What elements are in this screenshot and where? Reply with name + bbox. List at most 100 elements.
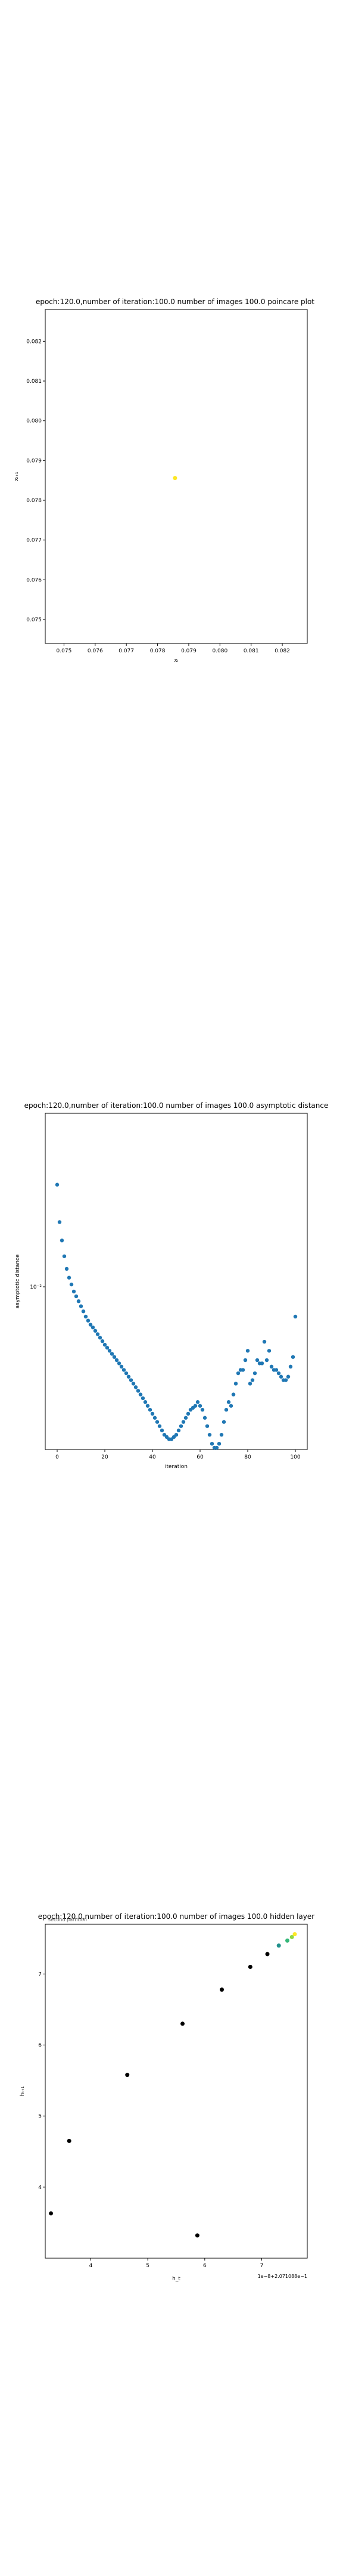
chart2-point: [76, 1299, 81, 1304]
chart2-point: [202, 1416, 207, 1420]
chart2-point: [93, 1329, 98, 1333]
chart2-point: [95, 1332, 100, 1336]
chart2-x-ticks: 0 20 40 60 80 100: [55, 1450, 301, 1460]
chart1-x-ticks: 0.075 0.076 0.077 0.078 0.079 0.080 0.081 0.082: [57, 643, 290, 654]
chart1-y-tick-label: 0.078: [26, 498, 42, 504]
chart2-point: [131, 1382, 136, 1386]
chart2-point: [117, 1361, 121, 1366]
chart2-point: [286, 1374, 291, 1379]
chart2-point: [88, 1323, 93, 1327]
chart2-point: [174, 1432, 179, 1437]
chart1-x-tick-label: 0.080: [212, 648, 227, 654]
chart2-point: [200, 1408, 205, 1412]
chart2-point: [107, 1349, 112, 1353]
chart2-point: [231, 1392, 236, 1397]
chart2-point: [129, 1378, 133, 1382]
chart1-x-tick-label: 0.082: [275, 648, 290, 654]
asymptotic-distance-chart: epoch:120.0,number of iteration:100.0 nu…: [15, 1101, 329, 1470]
chart3-point: [285, 1938, 290, 1943]
chart2-point: [210, 1441, 214, 1446]
chart2-point: [141, 1396, 145, 1401]
chart2-point: [100, 1339, 105, 1343]
chart2-point: [279, 1374, 283, 1379]
chart3-point: [220, 1987, 224, 1992]
chart1-title: epoch:120.0,number of iteration:100.0 nu…: [36, 298, 314, 306]
chart3-x-tick-label: 6: [203, 2263, 207, 2269]
chart2-x-tick-label: 80: [244, 1454, 251, 1460]
chart1-y-tick-label: 0.077: [26, 538, 42, 544]
chart2-point: [269, 1364, 274, 1369]
chart2-point: [245, 1349, 250, 1353]
chart2-point: [229, 1404, 233, 1408]
chart3-y-tick-label: 5: [38, 2114, 42, 2120]
chart1-plot-area: [45, 309, 308, 644]
chart2-point: [112, 1355, 117, 1359]
chart3-point: [67, 2138, 71, 2143]
chart2-point: [150, 1411, 155, 1416]
chart2-point: [255, 1358, 260, 1363]
chart2-point: [291, 1355, 295, 1359]
chart2-point: [195, 1400, 200, 1404]
chart2-point: [233, 1382, 238, 1386]
chart2-x-tick-label: 60: [197, 1454, 204, 1460]
chart2-point: [83, 1314, 88, 1319]
chart2-point: [222, 1420, 226, 1424]
chart1-xlabel: xᵢ: [174, 658, 179, 664]
chart2-point: [243, 1358, 248, 1363]
chart3-point: [180, 2021, 185, 2026]
chart2-point: [98, 1336, 102, 1340]
chart2-point: [276, 1371, 281, 1376]
hidden-layer-chart: epoch:120.0,number of iteration:100.0 nu…: [20, 1912, 314, 2282]
chart2-x-tick-label: 0: [55, 1454, 59, 1460]
chart2-point: [114, 1358, 119, 1363]
chart2-point: [274, 1368, 279, 1372]
chart2-point: [179, 1424, 183, 1428]
chart3-point: [248, 1964, 252, 1969]
chart2-point: [57, 1220, 62, 1224]
chart2-point: [219, 1432, 224, 1437]
chart2-point: [105, 1345, 110, 1350]
chart2-x-tick-label: 100: [290, 1454, 300, 1460]
chart3-x-ticks: 4 5 6 7: [89, 2258, 263, 2269]
chart2-point: [164, 1435, 169, 1439]
chart2-point: [91, 1325, 95, 1330]
chart3-point: [195, 2233, 199, 2238]
chart3-legend-text: Second partition: [48, 1917, 87, 1922]
chart2-point: [119, 1364, 124, 1369]
chart1-y-ticks: 0.075 0.076 0.077 0.078 0.079 0.080 0.081 0.082: [26, 339, 45, 623]
chart2-point: [176, 1428, 181, 1433]
chart2-point: [69, 1282, 74, 1287]
chart2-point: [267, 1349, 272, 1353]
chart2-point: [71, 1289, 76, 1294]
chart2-point: [205, 1424, 210, 1428]
chart1-x-tick-label: 0.077: [119, 648, 134, 654]
chart2-point: [226, 1400, 231, 1404]
chart2-point: [264, 1358, 269, 1363]
chart1-x-tick-label: 0.081: [244, 648, 259, 654]
chart2-point: [152, 1416, 157, 1420]
chart3-xlabel: h_t: [172, 2276, 180, 2282]
chart2-ylabel: asymptotic distance: [15, 1254, 21, 1308]
chart2-point: [236, 1371, 241, 1376]
chart2-point: [224, 1408, 229, 1412]
chart2-point: [241, 1368, 245, 1372]
chart2-point: [252, 1371, 257, 1376]
chart1-point: [173, 476, 177, 481]
chart2-point: [288, 1364, 293, 1369]
chart2-xlabel: iteration: [165, 1464, 188, 1470]
chart2-x-tick-label: 20: [101, 1454, 108, 1460]
chart1-x-tick-label: 0.078: [150, 648, 166, 654]
chart1-y-tick-label: 0.075: [26, 617, 42, 623]
poincare-chart: epoch:120.0,number of iteration:100.0 nu…: [14, 298, 314, 664]
chart2-point: [143, 1400, 148, 1404]
chart3-ylabel: hₜ₊₁: [20, 2086, 26, 2096]
chart1-y-tick-label: 0.079: [26, 458, 42, 464]
chart2-title: epoch:120.0,number of iteration:100.0 nu…: [24, 1101, 329, 1110]
chart2-point: [67, 1275, 71, 1280]
chart2-plot-area: [45, 1113, 308, 1450]
chart2-point: [145, 1404, 150, 1408]
chart2-point: [62, 1254, 67, 1258]
chart2-point: [81, 1309, 86, 1314]
chart3-point: [289, 1934, 294, 1939]
chart2-point: [198, 1404, 202, 1408]
